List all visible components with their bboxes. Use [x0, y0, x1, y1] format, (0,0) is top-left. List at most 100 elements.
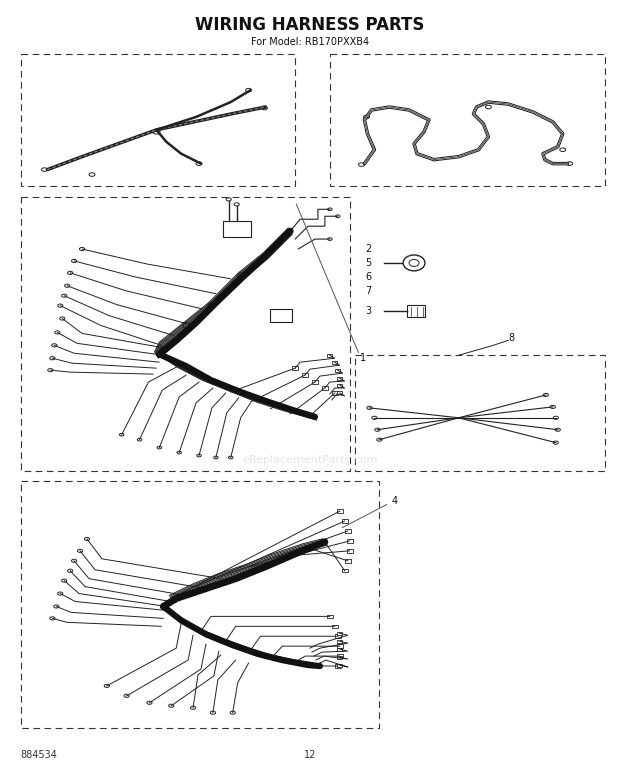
Ellipse shape: [68, 569, 73, 572]
Ellipse shape: [60, 317, 65, 320]
Bar: [337, 647, 342, 651]
Bar: [355, 355, 605, 472]
Bar: [20, 198, 350, 472]
Bar: [337, 640, 342, 643]
Bar: [337, 376, 342, 380]
Text: eReplacementParts.com: eReplacementParts.com: [242, 455, 378, 465]
Ellipse shape: [246, 88, 252, 92]
Ellipse shape: [48, 369, 53, 372]
Text: 2: 2: [366, 244, 372, 254]
Ellipse shape: [78, 549, 82, 552]
Ellipse shape: [327, 237, 332, 241]
Ellipse shape: [42, 168, 47, 171]
Ellipse shape: [367, 406, 372, 409]
Bar: [345, 559, 351, 562]
Bar: [322, 387, 328, 390]
Text: 12: 12: [304, 751, 316, 761]
Bar: [327, 354, 332, 357]
Bar: [270, 308, 292, 323]
Ellipse shape: [61, 294, 67, 298]
Bar: [292, 366, 298, 370]
Bar: [335, 664, 341, 668]
Bar: [407, 305, 425, 316]
Text: 7: 7: [366, 286, 372, 296]
Bar: [335, 634, 341, 638]
Ellipse shape: [555, 428, 560, 431]
Bar: [337, 383, 342, 387]
Bar: [337, 632, 342, 635]
Ellipse shape: [237, 273, 244, 279]
Bar: [330, 55, 605, 187]
Bar: [332, 361, 337, 364]
Ellipse shape: [196, 162, 202, 166]
Ellipse shape: [197, 455, 202, 457]
Ellipse shape: [58, 304, 63, 307]
Ellipse shape: [124, 694, 129, 697]
Ellipse shape: [210, 711, 216, 715]
Ellipse shape: [61, 579, 67, 582]
Ellipse shape: [79, 248, 85, 251]
Text: 3: 3: [366, 305, 371, 316]
Bar: [337, 644, 343, 648]
Ellipse shape: [226, 198, 231, 201]
Ellipse shape: [120, 433, 124, 436]
Bar: [337, 654, 343, 658]
Bar: [347, 549, 353, 553]
Text: 8: 8: [508, 333, 515, 344]
Ellipse shape: [55, 331, 60, 334]
Bar: [312, 380, 318, 383]
Ellipse shape: [363, 115, 370, 119]
Ellipse shape: [403, 255, 425, 271]
Ellipse shape: [51, 344, 57, 347]
Ellipse shape: [50, 357, 55, 360]
Text: 6: 6: [366, 272, 371, 282]
Ellipse shape: [157, 446, 162, 449]
Bar: [223, 221, 250, 237]
Ellipse shape: [230, 711, 236, 715]
Ellipse shape: [214, 456, 218, 459]
Ellipse shape: [147, 701, 152, 704]
Bar: [20, 481, 379, 728]
Ellipse shape: [485, 105, 492, 109]
Ellipse shape: [104, 684, 110, 687]
Ellipse shape: [58, 592, 63, 595]
Bar: [20, 55, 295, 187]
Ellipse shape: [550, 405, 556, 408]
Ellipse shape: [262, 106, 267, 110]
Text: WIRING HARNESS PARTS: WIRING HARNESS PARTS: [195, 16, 425, 34]
Ellipse shape: [71, 259, 77, 262]
Text: 5: 5: [366, 258, 372, 268]
Bar: [332, 625, 338, 628]
Ellipse shape: [177, 451, 182, 454]
Ellipse shape: [71, 559, 77, 562]
Ellipse shape: [234, 203, 239, 206]
Text: For Model: RB170PXXB4: For Model: RB170PXXB4: [251, 37, 369, 48]
Bar: [347, 539, 353, 543]
Ellipse shape: [358, 162, 365, 166]
Bar: [342, 569, 348, 572]
Ellipse shape: [553, 441, 559, 444]
Bar: [337, 509, 343, 513]
Bar: [302, 373, 308, 377]
Bar: [332, 391, 338, 394]
Ellipse shape: [183, 323, 189, 329]
Ellipse shape: [543, 394, 549, 397]
Ellipse shape: [553, 416, 559, 419]
Text: 884534: 884534: [20, 751, 58, 761]
Ellipse shape: [409, 259, 419, 266]
Bar: [335, 369, 340, 372]
Ellipse shape: [208, 302, 214, 308]
Ellipse shape: [64, 284, 70, 287]
Text: 1: 1: [360, 353, 366, 363]
Ellipse shape: [374, 428, 380, 431]
Ellipse shape: [84, 537, 90, 540]
Ellipse shape: [190, 706, 196, 709]
Ellipse shape: [327, 208, 332, 211]
Ellipse shape: [137, 438, 142, 441]
Ellipse shape: [377, 438, 382, 441]
Ellipse shape: [89, 173, 95, 177]
Bar: [337, 391, 342, 394]
Ellipse shape: [153, 130, 160, 134]
Bar: [342, 519, 348, 522]
Ellipse shape: [54, 605, 59, 608]
